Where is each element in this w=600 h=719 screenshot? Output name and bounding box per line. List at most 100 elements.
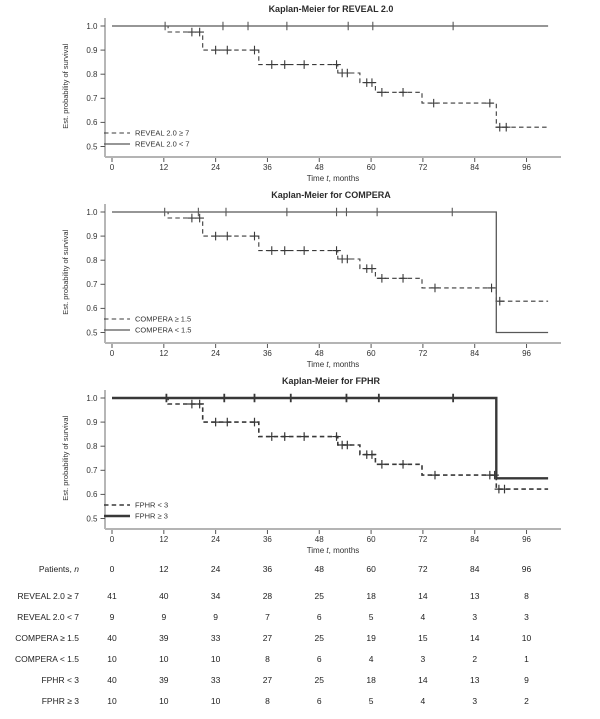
censor-mark	[222, 417, 232, 427]
censor-mark	[367, 78, 377, 87]
y-tick-label: 0.6	[86, 490, 98, 499]
censor-mark	[194, 207, 203, 217]
x-tick-label: 12	[159, 535, 168, 544]
y-tick-label: 0.9	[86, 232, 98, 241]
censor-mark	[299, 432, 309, 441]
censor-mark	[211, 417, 220, 427]
x-tick-label: 12	[159, 163, 168, 172]
risk-cell: 4	[368, 654, 374, 664]
x-tick-label: 12	[159, 349, 168, 358]
x-tick-label: 36	[263, 163, 272, 172]
censor-mark	[219, 393, 229, 403]
risk-cell: 9	[213, 612, 218, 622]
risk-cell: 2	[472, 654, 478, 664]
risk-row-label: REVEAL 2.0 ≥ 7	[17, 591, 79, 601]
risk-row-label: COMPERA ≥ 1.5	[15, 633, 79, 643]
censor-mark	[187, 213, 197, 223]
x-tick-label: 36	[263, 349, 272, 358]
risk-cell: 8	[265, 696, 270, 706]
patients-at-risk-table: Patients, n 0 12 24 36 48 60 72 84 96 REVEAL 2.0 ≥…	[0, 560, 600, 719]
risk-header-time: 48	[314, 564, 324, 574]
censor-mark	[367, 264, 377, 273]
risk-cell: 10	[159, 654, 169, 664]
x-tick-label: 48	[315, 349, 324, 358]
risk-cell: 9	[109, 612, 115, 622]
censor-mark	[250, 231, 259, 241]
risk-cell: 27	[262, 633, 273, 643]
x-tick-label: 60	[367, 349, 376, 358]
risk-row-label: FPHR < 3	[41, 675, 79, 685]
risk-cell: 8	[524, 591, 529, 601]
censor-mark	[429, 98, 438, 108]
risk-cell: 33	[210, 675, 221, 685]
censor-mark	[195, 213, 204, 223]
y-tick-label: 0.6	[86, 118, 98, 127]
y-tick-label: 0.7	[86, 94, 98, 103]
x-tick-label: 60	[367, 535, 376, 544]
km-plot-reveal20: Kaplan-Meier for REVEAL 2.0 1.0 0.9 0.8 0.7 0…	[61, 4, 561, 183]
censor-mark	[367, 450, 377, 459]
risk-cell: 2	[524, 696, 529, 706]
km-plot-compera: Kaplan-Meier for COMPERA 1.0 0.9 0.8 0.7 0.6 0…	[61, 190, 561, 369]
y-axis-title: Est. probability of survival	[61, 229, 70, 314]
x-tick-label: 24	[211, 349, 220, 358]
risk-cell: 14	[418, 675, 428, 685]
survival-curve-dashed	[112, 397, 549, 490]
censor-mark	[430, 283, 440, 293]
legend-label: REVEAL 2.0 < 7	[135, 140, 190, 149]
risk-cell: 4	[420, 696, 426, 706]
risk-cell: 13	[469, 591, 480, 601]
y-tick-label: 0.8	[86, 256, 98, 265]
risk-cell: 3	[472, 612, 478, 622]
risk-header-time: 12	[159, 564, 169, 574]
legend-label: COMPERA < 1.5	[135, 326, 191, 335]
censor-mark	[162, 393, 171, 403]
risk-cell: 19	[366, 633, 376, 643]
y-axis-title: Est. probability of survival	[61, 43, 70, 128]
censor-mark	[377, 87, 387, 97]
risk-cell: 41	[107, 591, 117, 601]
risk-cell: 25	[314, 591, 324, 601]
x-tick-label: 24	[211, 163, 220, 172]
censor-mark	[299, 60, 309, 69]
survival-curve-solid	[112, 396, 549, 480]
censor-mark	[448, 21, 458, 31]
y-tick-label: 0.5	[86, 514, 98, 523]
legend-label: REVEAL 2.0 ≥ 7	[135, 129, 189, 138]
censor-mark	[250, 417, 259, 427]
censor-mark	[487, 283, 496, 293]
censor-mark	[299, 246, 309, 255]
risk-cell: 10	[210, 654, 221, 664]
censor-mark	[280, 432, 290, 441]
censor-mark	[374, 393, 384, 403]
y-tick-label: 0.9	[86, 46, 98, 55]
censor-mark	[377, 273, 387, 283]
y-tick-label: 0.7	[86, 466, 98, 475]
legend-label: FPHR < 3	[135, 501, 168, 510]
risk-header-time: 60	[366, 564, 376, 574]
risk-cell: 10	[107, 696, 117, 706]
censor-mark	[195, 27, 204, 37]
censor-mark	[343, 254, 352, 264]
risk-cell: 27	[262, 675, 273, 685]
censor-mark	[250, 393, 259, 403]
censor-mark	[398, 273, 408, 283]
risk-cell: 7	[265, 612, 270, 622]
censor-mark	[377, 459, 387, 469]
risk-cell: 1	[524, 654, 529, 664]
censor-mark	[332, 432, 341, 441]
censor-mark	[280, 246, 290, 255]
y-tick-label: 0.6	[86, 304, 98, 313]
risk-cell: 25	[314, 675, 324, 685]
risk-header-time: 84	[469, 564, 480, 574]
x-axis-title: Time t, months	[307, 360, 360, 369]
risk-header-time: 72	[418, 564, 428, 574]
x-tick-label: 36	[263, 535, 272, 544]
y-tick-label: 1.0	[86, 208, 98, 217]
legend-label: FPHR ≥ 3	[135, 512, 168, 521]
censor-mark	[221, 207, 231, 217]
censor-mark	[343, 68, 352, 78]
risk-cell: 14	[418, 591, 428, 601]
x-tick-label: 84	[470, 349, 479, 358]
censor-mark	[187, 27, 197, 37]
